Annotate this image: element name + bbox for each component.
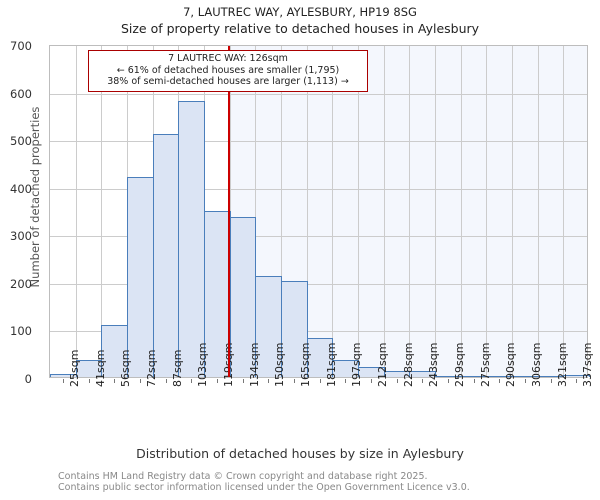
gridline <box>50 236 587 238</box>
gridline <box>512 46 513 377</box>
x-axis-tick-mark <box>217 379 218 383</box>
x-axis-tick-mark <box>89 379 90 383</box>
x-axis-tick-label: 243sqm <box>427 342 440 387</box>
bar <box>563 375 590 377</box>
x-axis-tick-mark <box>422 379 423 383</box>
x-axis-tick-label: 165sqm <box>299 342 312 387</box>
x-axis-tick-label: 197sqm <box>350 342 363 387</box>
y-axis-tick-label: 500 <box>10 134 32 149</box>
x-axis-tick-mark <box>371 379 372 383</box>
x-axis-tick-mark <box>63 379 64 383</box>
x-axis-tick-label: 103sqm <box>196 342 209 387</box>
y-axis-tick-label: 600 <box>10 86 32 101</box>
gridline <box>435 46 436 377</box>
gridline <box>76 46 77 377</box>
gridline <box>307 46 308 377</box>
x-axis-tick-mark <box>525 379 526 383</box>
annotation-box: 7 LAUTREC WAY: 126sqm ← 61% of detached … <box>88 50 368 92</box>
gridline <box>50 93 587 95</box>
x-axis-tick-label: 212sqm <box>376 342 389 387</box>
annotation-line-1: 7 LAUTREC WAY: 126sqm <box>168 53 288 64</box>
x-axis-tick-mark <box>191 379 192 383</box>
bar <box>409 371 436 377</box>
gridline <box>101 46 102 377</box>
gridline <box>332 46 333 377</box>
x-axis-tick-label: 41sqm <box>94 349 107 387</box>
x-axis-tick-label: 25sqm <box>68 349 81 387</box>
footer-line-2: Contains public sector information licen… <box>58 482 470 493</box>
bar <box>153 133 179 377</box>
x-axis-tick-mark <box>448 379 449 383</box>
x-axis-tick-label: 306sqm <box>530 342 543 387</box>
x-axis-tick-mark <box>551 379 552 383</box>
x-axis-tick-label: 228sqm <box>402 342 415 387</box>
annotation-line-3: 38% of semi-detached houses are larger (… <box>107 76 349 87</box>
x-axis-tick-label: 181sqm <box>325 342 338 387</box>
x-axis-tick-label: 72sqm <box>145 349 158 387</box>
y-axis-tick-label: 0 <box>24 372 32 386</box>
plot-area: 0 100 200 300 400 500 600 700 25sqm 41sqm 56sqm 72… <box>10 39 594 387</box>
gridline <box>255 46 256 377</box>
gridline <box>384 46 385 377</box>
y-axis-tick-label: 200 <box>10 276 32 291</box>
x-axis-tick-mark <box>397 379 398 383</box>
x-axis-tick-label: 337sqm <box>581 342 594 387</box>
gridline <box>50 141 587 143</box>
y-axis-tick-label: 100 <box>10 324 32 339</box>
x-axis-tick-mark <box>499 379 500 383</box>
x-axis-tick-label: 290sqm <box>504 342 517 387</box>
x-axis-tick-label: 134sqm <box>248 342 261 387</box>
footer-line-1: Contains HM Land Registry data © Crown c… <box>58 471 428 482</box>
x-axis-tick-mark <box>474 379 475 383</box>
x-axis-tick-mark <box>294 379 295 383</box>
page-title: 7, LAUTREC WAY, AYLESBURY, HP19 8SG <box>183 5 417 19</box>
y-axis-tick-label: 700 <box>10 39 32 53</box>
chart-title-block: 7, LAUTREC WAY, AYLESBURY, HP19 8SG Size… <box>0 4 600 38</box>
annotation-line-2: ← 61% of detached houses are smaller (1,… <box>116 64 340 76</box>
bar <box>127 176 154 377</box>
x-axis-tick-mark <box>243 379 244 383</box>
x-axis-tick-label: 259sqm <box>453 342 466 387</box>
gridline <box>50 331 587 333</box>
gridline <box>563 46 564 377</box>
y-axis-tick-label: 300 <box>10 229 32 244</box>
x-axis-tick-label: 56sqm <box>119 349 132 387</box>
x-axis-tick-mark <box>166 379 167 383</box>
gridline <box>409 46 410 377</box>
bar <box>307 338 333 377</box>
gridline <box>538 46 539 377</box>
gridline <box>50 188 587 190</box>
gridline <box>461 46 462 377</box>
x-axis-tick-mark <box>576 379 577 383</box>
gridline <box>486 46 487 377</box>
x-axis-tick-mark <box>345 379 346 383</box>
property-marker-line <box>227 46 230 377</box>
gridline <box>358 46 359 377</box>
bar <box>101 324 128 377</box>
x-axis-tick-mark <box>268 379 269 383</box>
gridline <box>50 283 587 285</box>
y-axis-tick-label: 400 <box>10 181 32 196</box>
x-axis-tick-label: 321sqm <box>556 342 569 387</box>
bar <box>178 100 205 377</box>
gridline <box>281 46 282 377</box>
x-axis-tick-label: 150sqm <box>273 342 286 387</box>
x-axis-tick-mark <box>114 379 115 383</box>
x-axis-tick-mark <box>320 379 321 383</box>
x-axis-title: Distribution of detached houses by size … <box>136 446 464 461</box>
x-axis-tick-label: 275sqm <box>479 342 492 387</box>
chart-subtitle: Size of property relative to detached ho… <box>120 21 480 36</box>
x-axis-tick-label: 87sqm <box>171 349 184 387</box>
bar <box>204 211 231 377</box>
bar <box>281 280 308 377</box>
footer-attribution: Contains HM Land Registry data © Crown c… <box>58 471 598 493</box>
x-axis-tick-mark <box>140 379 141 383</box>
